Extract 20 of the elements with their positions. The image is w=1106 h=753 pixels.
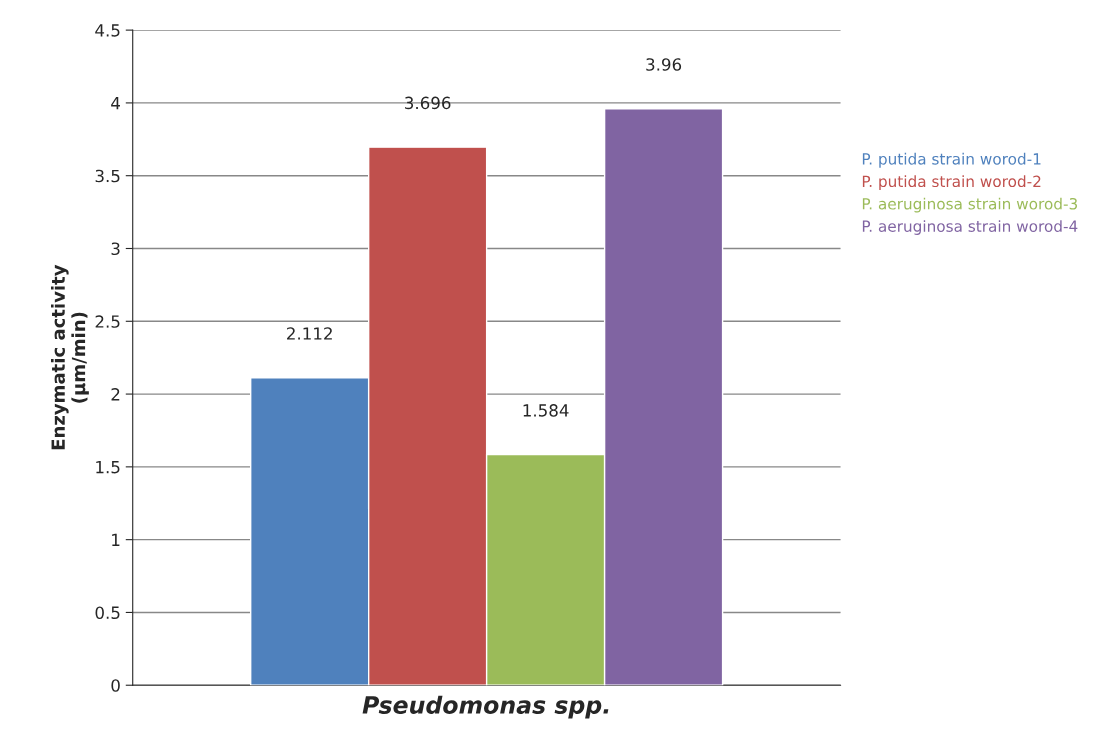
text: P. aeruginosa strain worod-4: [862, 220, 1078, 235]
y-tick-label: 2: [111, 388, 120, 401]
y-tick-label: 2.5: [95, 315, 120, 328]
y-tick-label: 0.5: [95, 606, 120, 620]
data-label: 1.584: [523, 404, 569, 417]
y-axis-title: Enzymatic activity (µm/min): [51, 264, 89, 450]
text: P. putida strain worod-2: [862, 175, 1041, 191]
y-tick-label: 3.5: [95, 169, 120, 183]
y-tick-label: 0: [111, 679, 120, 692]
y-tick-label: 3: [111, 242, 120, 256]
x-axis-title: Pseudomonas spp.: [362, 695, 609, 719]
data-label: 2.112: [287, 327, 332, 340]
data-label: 3.96: [646, 58, 682, 71]
y-tick-label: 1.5: [96, 461, 120, 474]
text: P. putida strain worod-1: [862, 152, 1041, 168]
y-tick-label: 4.5: [95, 24, 120, 37]
data-label: 3.696: [405, 96, 451, 110]
text: P. aeruginosa strain worod-3: [862, 197, 1078, 213]
y-tick-label: 4: [111, 97, 120, 110]
y-tick-label: 1: [112, 533, 120, 546]
